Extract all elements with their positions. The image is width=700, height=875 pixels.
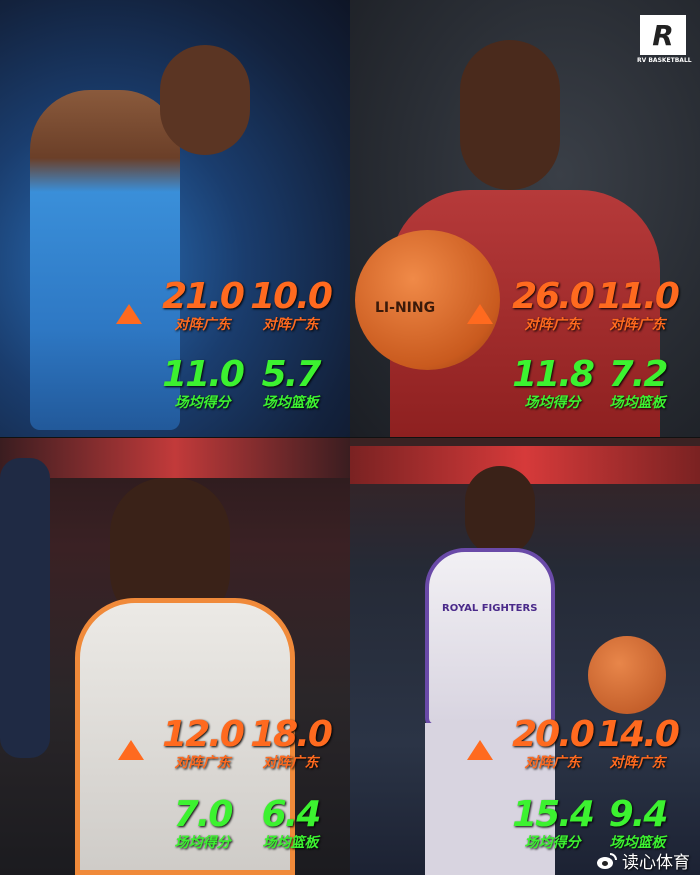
player-jersey [75, 598, 295, 875]
stat-value: 9.4 [608, 794, 669, 835]
stat-label: 场均篮板 [609, 835, 666, 851]
vs-rebounds: 18.0 对阵广东 [248, 716, 333, 772]
stat-value: 11.0 [597, 276, 680, 317]
avg-points: 11.8 场均得分 [510, 356, 595, 412]
player-head [160, 45, 250, 155]
triangle-up-icon [467, 304, 493, 324]
stat-value: 26.0 [512, 276, 595, 317]
stat-label: 场均篮板 [609, 395, 666, 411]
stat-label: 对阵广东 [174, 755, 231, 771]
stat-label: 对阵广东 [262, 755, 319, 771]
stat-value: 6.4 [261, 794, 322, 835]
basketball [588, 636, 666, 714]
vs-rebounds: 14.0 对阵广东 [595, 716, 680, 772]
player-jersey [425, 548, 555, 728]
stat-value: 18.0 [250, 714, 333, 755]
player-panel-4: ROYAL FIGHTERS [350, 438, 700, 875]
vs-rebounds: 11.0 对阵广东 [595, 278, 680, 334]
stat-label: 场均得分 [174, 835, 231, 851]
stat-label: 对阵广东 [609, 317, 666, 333]
stat-value: 14.0 [597, 714, 680, 755]
basketball [355, 230, 500, 370]
stat-value: 7.2 [608, 354, 669, 395]
stat-label: 对阵广东 [609, 755, 666, 771]
logo-text: RV BASKETBALL [637, 57, 692, 64]
triangle-up-icon [467, 740, 493, 760]
vs-rebounds: 10.0 对阵广东 [248, 278, 333, 334]
stat-value: 11.8 [512, 354, 595, 395]
stat-value: 7.0 [173, 794, 234, 835]
avg-points: 7.0 场均得分 [160, 796, 245, 852]
stat-value: 11.0 [162, 354, 245, 395]
rv-basketball-logo: R [640, 15, 686, 55]
stat-label: 对阵广东 [174, 317, 231, 333]
stat-value: 21.0 [162, 276, 245, 317]
player-panel-3 [0, 438, 350, 875]
stat-value: 12.0 [162, 714, 245, 755]
player-panel-2: LI-NING [350, 0, 700, 437]
weibo-icon [597, 852, 617, 869]
stat-label: 对阵广东 [262, 317, 319, 333]
stat-label: 场均得分 [524, 395, 581, 411]
avg-rebounds: 6.4 场均篮板 [248, 796, 333, 852]
avg-rebounds: 5.7 场均篮板 [248, 356, 333, 412]
jersey-text: ROYAL FIGHTERS [442, 603, 538, 614]
player-panel-1 [0, 0, 350, 437]
stat-value: 15.4 [512, 794, 595, 835]
avg-rebounds: 7.2 场均篮板 [595, 356, 680, 412]
vs-points: 26.0 对阵广东 [510, 278, 595, 334]
stat-label: 对阵广东 [524, 317, 581, 333]
vs-points: 21.0 对阵广东 [160, 278, 245, 334]
avg-points: 15.4 场均得分 [510, 796, 595, 852]
stat-label: 对阵广东 [524, 755, 581, 771]
stat-label: 场均篮板 [262, 835, 319, 851]
stat-value: 5.7 [261, 354, 322, 395]
avg-rebounds: 9.4 场均篮板 [595, 796, 680, 852]
stat-label: 场均得分 [174, 395, 231, 411]
player-photo [30, 90, 180, 430]
ball-brand-text: LI-NING [375, 300, 436, 316]
stat-label: 场均篮板 [262, 395, 319, 411]
player-photo [465, 466, 535, 556]
stat-label: 场均得分 [524, 835, 581, 851]
triangle-up-icon [118, 740, 144, 760]
stat-value: 20.0 [512, 714, 595, 755]
stat-value: 10.0 [250, 276, 333, 317]
watermark-text: 读心体育 [622, 853, 690, 873]
avg-points: 11.0 场均得分 [160, 356, 245, 412]
vs-points: 12.0 对阵广东 [160, 716, 245, 772]
defender [0, 458, 50, 758]
player-photo [460, 40, 560, 190]
triangle-up-icon [116, 304, 142, 324]
vs-points: 20.0 对阵广东 [510, 716, 595, 772]
watermark: 读心体育 [596, 848, 690, 873]
logo-mark: R [652, 18, 674, 52]
arena-banner [0, 438, 350, 478]
